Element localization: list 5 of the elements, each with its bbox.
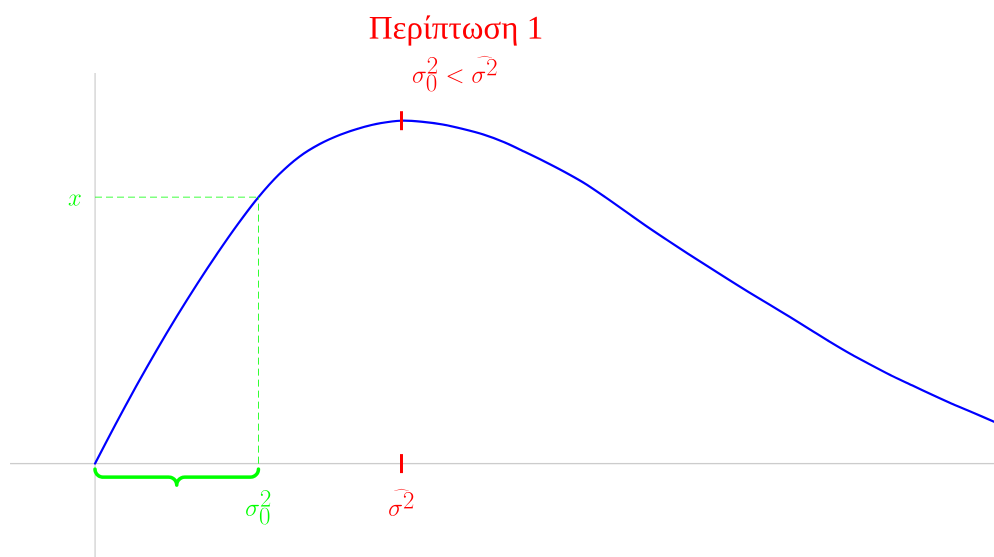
ref-line-label: $x$	[68, 194, 81, 206]
chart-subtitle: $\sigma_0^2 < \widehat{\sigma^2}$	[412, 56, 496, 92]
x-tick-label: $\sigma_0^2$	[246, 490, 270, 525]
chart-title: Περίπτωση 1	[370, 15, 542, 46]
x-tick-label: $\widehat{\sigma^2}$	[389, 488, 414, 516]
